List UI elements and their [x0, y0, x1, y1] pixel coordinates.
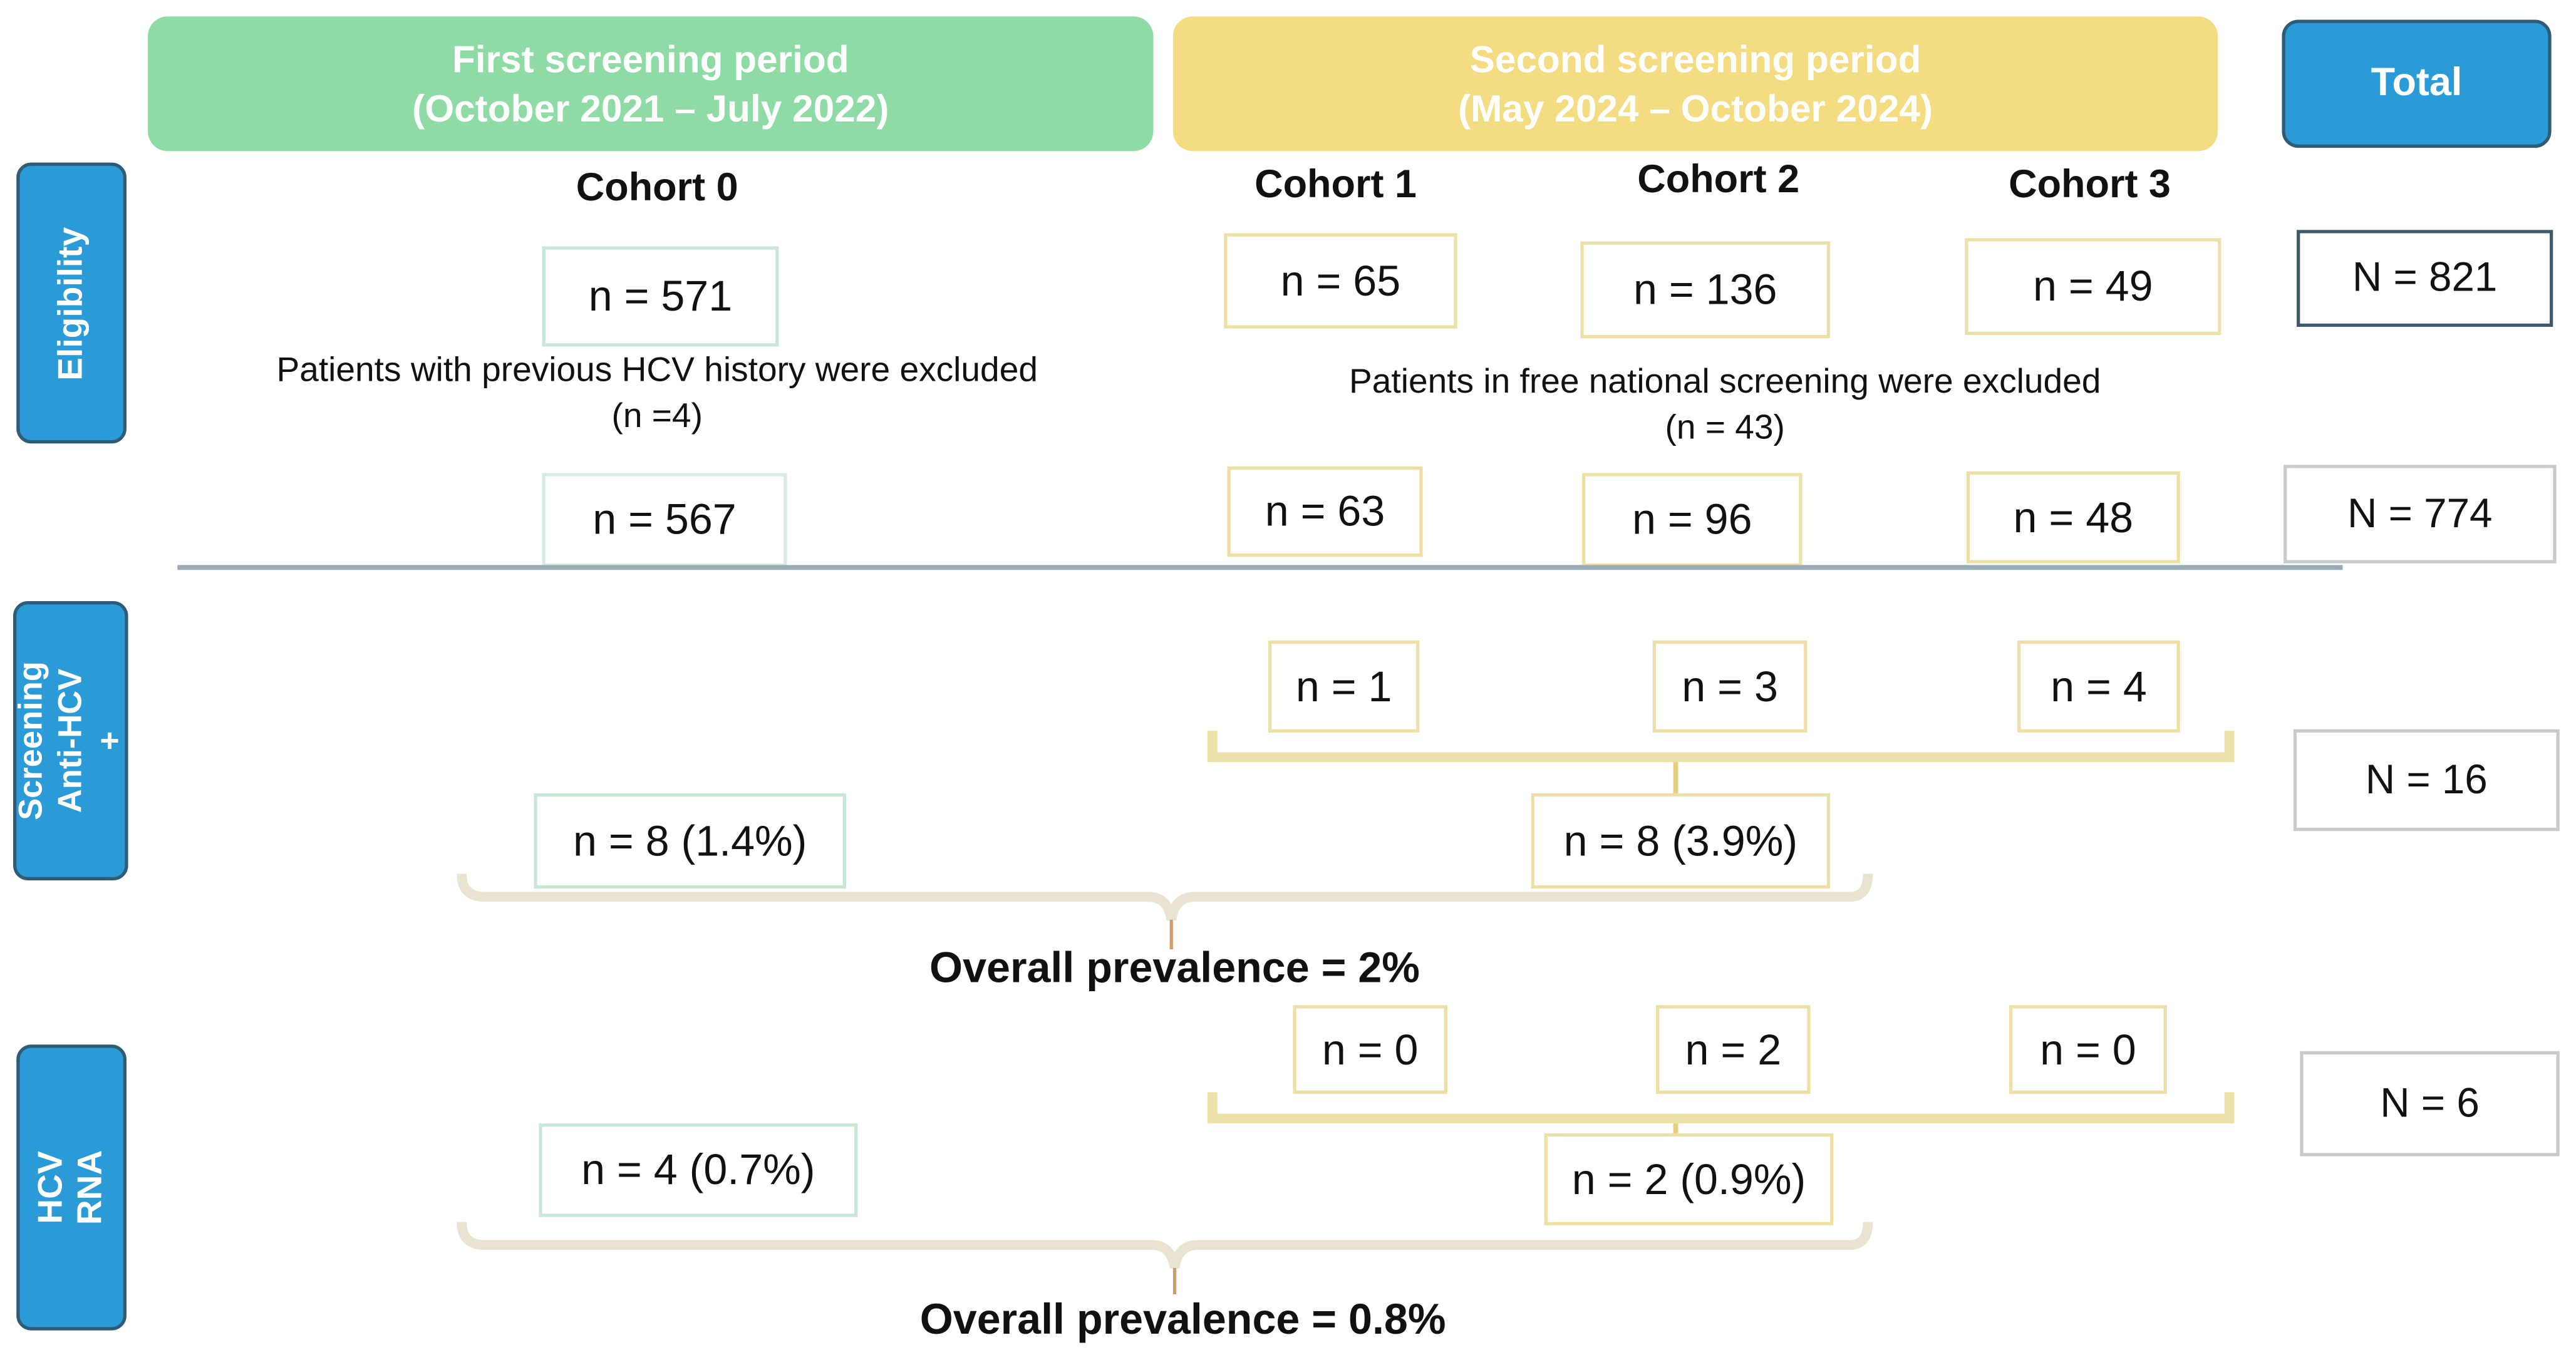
second-period-hcv-rna-n-box: n = 2 (0.9%) [1544, 1133, 1834, 1225]
cohort-0-label: Cohort 0 [576, 165, 738, 210]
cohort-1-initial-n-box: n = 65 [1224, 233, 1457, 329]
first-period-title: First screening period [452, 38, 849, 81]
sidebar-tab-eligibility: Eligibility [16, 162, 127, 444]
cohort-2-initial-n-box: n = 136 [1580, 241, 1831, 339]
section-divider-line [177, 565, 2343, 570]
cohort-3-anti-hcv-n-box: n = 4 [2017, 641, 2180, 733]
overall-anti-hcv-bracket [457, 873, 1873, 950]
total-hcv-rna-n-box: N = 6 [2300, 1051, 2560, 1157]
cohort-3-initial-n-box: n = 49 [1965, 238, 2222, 336]
cohort-0-initial-n-box: n = 571 [542, 246, 779, 347]
second-period-anti-hcv-n-box: n = 8 (3.9%) [1531, 793, 1831, 889]
total-initial-n-box: N = 821 [2297, 230, 2553, 327]
second-period-exclusion-n: (n = 43) [1665, 409, 1785, 447]
hcv-rna-overall-prevalence: Overall prevalence = 0.8% [919, 1293, 1446, 1343]
hcv-rna-label: HCV RNA [32, 1150, 110, 1225]
cohort-1-label: Cohort 1 [1254, 162, 1417, 207]
second-period-exclusion-text: Patients in free national screening were… [1349, 363, 2101, 401]
overall-hcv-rna-bracket [457, 1222, 1873, 1294]
cohort-0-included-n-box: n = 567 [542, 473, 787, 567]
cohort-2-included-n-box: n = 96 [1582, 473, 1803, 567]
first-screening-period-header: First screening period (October 2021 – J… [148, 16, 1154, 152]
total-included-n-box: N = 774 [2284, 465, 2557, 564]
first-period-dates: (October 2021 – July 2022) [412, 87, 889, 130]
sidebar-tab-hcv-rna: HCV RNA [16, 1044, 127, 1331]
first-period-exclusion-text: Patients with previous HCV history were … [276, 351, 1038, 389]
screening-anti-hcv-label: Screening Anti-HCV + [13, 661, 128, 820]
total-header-label: Total [2371, 61, 2463, 105]
first-period-hcv-rna-n-box: n = 4 (0.7%) [539, 1123, 858, 1217]
total-header: Total [2282, 19, 2552, 148]
anti-hcv-overall-prevalence: Overall prevalence = 2% [929, 942, 1420, 992]
cohort-2-anti-hcv-n-box: n = 3 [1652, 641, 1808, 733]
eligibility-label: Eligibility [51, 226, 90, 380]
second-period-dates: (May 2024 – October 2024) [1458, 87, 1933, 130]
second-period-anti-hcv-bracket [1207, 731, 2235, 798]
cohort-1-anti-hcv-n-box: n = 1 [1268, 641, 1420, 733]
cohort-1-hcv-rna-n-box: n = 0 [1293, 1005, 1447, 1094]
second-screening-period-header: Second screening period (May 2024 – Octo… [1172, 16, 2218, 152]
total-anti-hcv-n-box: N = 16 [2293, 729, 2560, 832]
cohort-1-included-n-box: n = 63 [1227, 466, 1423, 557]
cohort-2-hcv-rna-n-box: n = 2 [1656, 1005, 1811, 1094]
first-period-anti-hcv-n-box: n = 8 (1.4%) [534, 793, 846, 889]
cohort-3-hcv-rna-n-box: n = 0 [2009, 1005, 2167, 1094]
cohort-3-included-n-box: n = 48 [1966, 471, 2180, 564]
cohort-3-label: Cohort 3 [2009, 162, 2171, 207]
second-period-title: Second screening period [1469, 38, 1922, 81]
cohort-2-label: Cohort 2 [1637, 157, 1800, 202]
sidebar-tab-screening-anti-hcv: Screening Anti-HCV + [13, 601, 128, 880]
first-period-exclusion-n: (n =4) [611, 397, 703, 436]
